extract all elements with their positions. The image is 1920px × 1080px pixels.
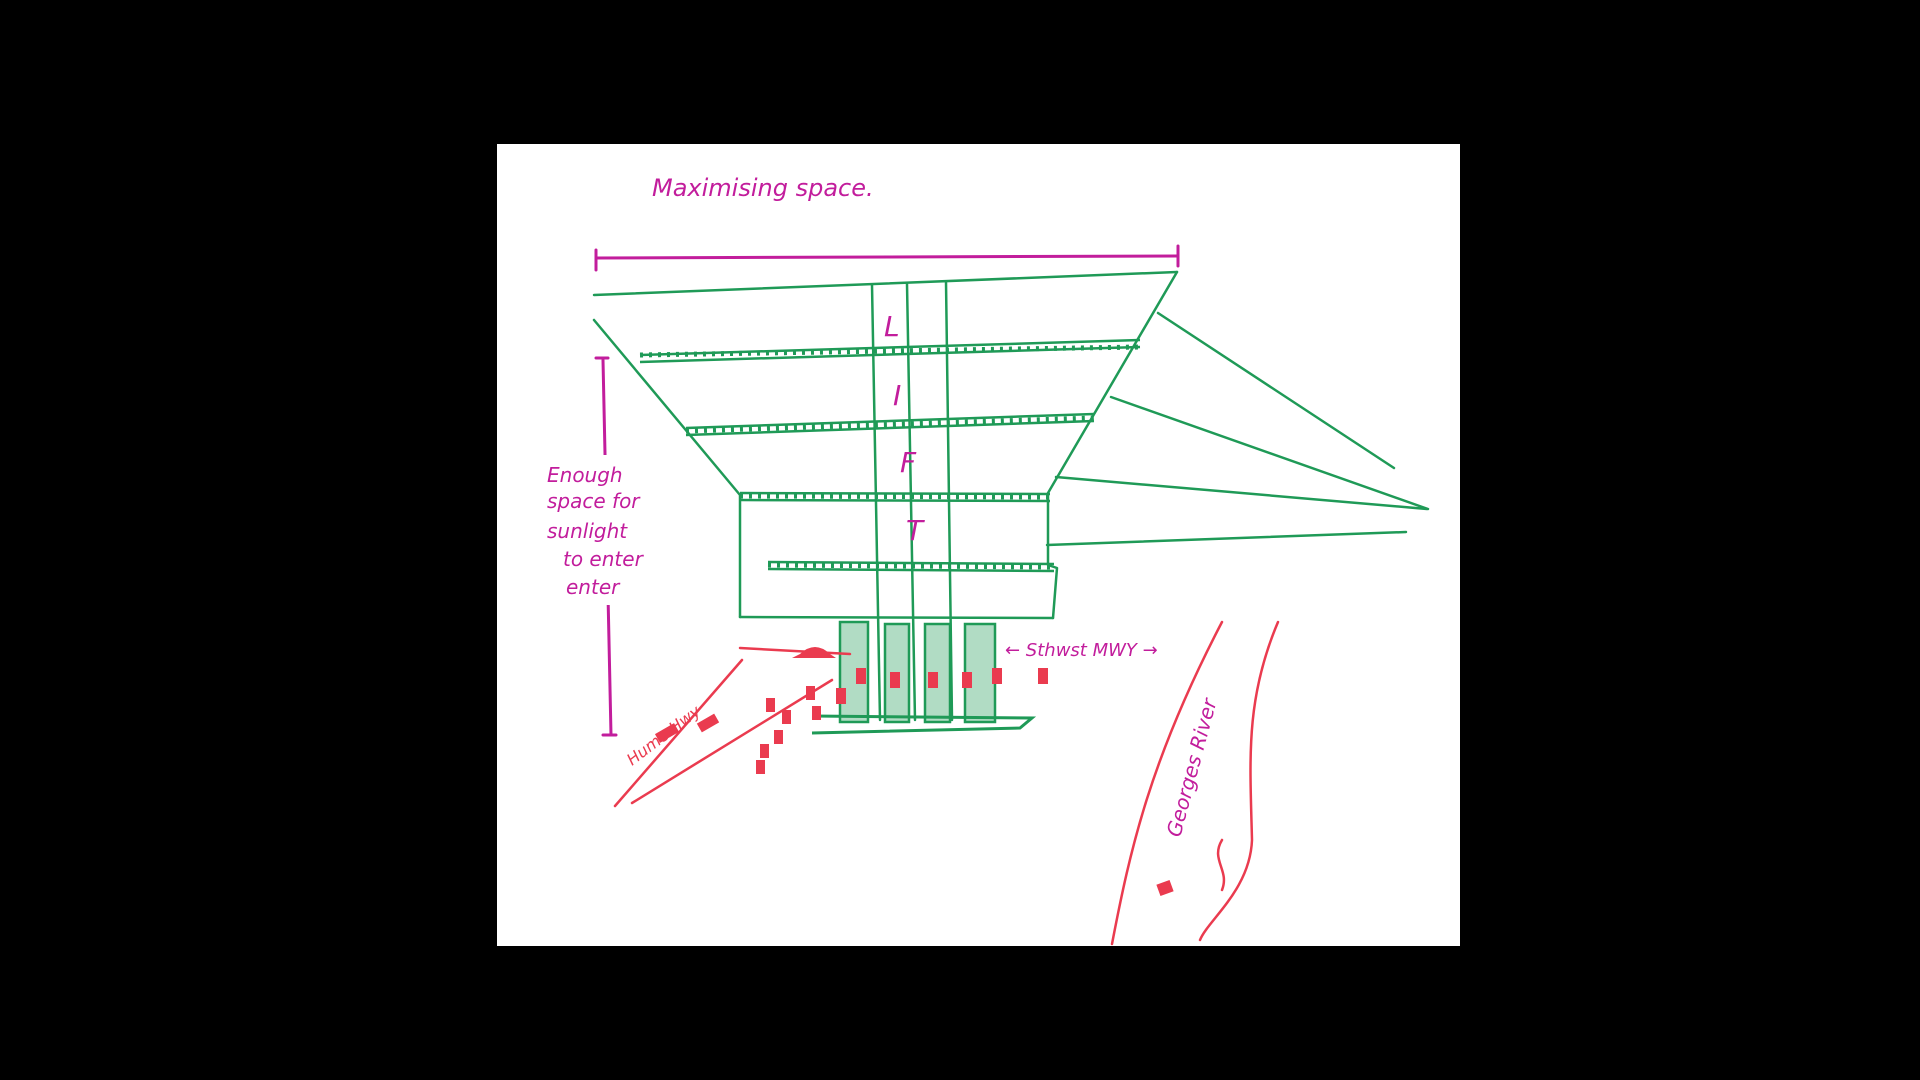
car-icon bbox=[856, 668, 866, 684]
georges-river-label: Georges River bbox=[1162, 694, 1222, 839]
floor-slab bbox=[739, 491, 1051, 503]
car-icon bbox=[806, 686, 815, 700]
lift-letter: F bbox=[900, 446, 917, 479]
floor-slab bbox=[639, 338, 1141, 364]
car-icon bbox=[792, 647, 836, 658]
georges-river bbox=[1110, 620, 1280, 946]
lift-letter: I bbox=[893, 379, 901, 412]
width-dimension-bracket bbox=[594, 244, 1180, 272]
hume-hwy-road bbox=[613, 646, 852, 808]
car-icon bbox=[1156, 879, 1174, 897]
car-icon bbox=[782, 710, 791, 724]
sthwst-mwy-label: ← Sthwst MWY → bbox=[1005, 640, 1158, 661]
floor-slab bbox=[767, 560, 1055, 573]
sunlight-note-line: space for bbox=[547, 489, 641, 513]
car-icon bbox=[992, 668, 1002, 684]
sunlight-note-line: enter bbox=[566, 575, 621, 599]
car-icon bbox=[760, 744, 769, 758]
floor-slab bbox=[685, 412, 1095, 437]
sketch-title: Maximising space. bbox=[652, 174, 874, 202]
car-icon bbox=[654, 723, 680, 743]
car-icon bbox=[962, 672, 972, 688]
car-icon bbox=[756, 760, 765, 774]
car-icon bbox=[928, 672, 938, 688]
sunlight-note-line: Enough bbox=[547, 463, 623, 487]
car-icon bbox=[1038, 668, 1048, 684]
car-icon bbox=[774, 730, 783, 744]
car-icon bbox=[836, 688, 846, 704]
floor-slabs bbox=[639, 338, 1141, 573]
car-icon bbox=[812, 706, 821, 720]
sunlight-note-line: sunlight bbox=[547, 519, 628, 543]
car-icon bbox=[766, 698, 775, 712]
car-icon bbox=[890, 672, 900, 688]
lift-label: L I F T bbox=[884, 310, 925, 547]
sunlight-note-line: to enter bbox=[563, 547, 645, 571]
building-base bbox=[811, 714, 1037, 735]
car-icons bbox=[654, 647, 1174, 897]
lift-letter: L bbox=[884, 310, 900, 343]
sunlight-note: Enough space for sunlight to enter enter bbox=[540, 455, 660, 605]
lift-letter: T bbox=[906, 514, 925, 547]
sunlight-rays bbox=[1045, 311, 1430, 547]
car-icon bbox=[696, 713, 720, 733]
